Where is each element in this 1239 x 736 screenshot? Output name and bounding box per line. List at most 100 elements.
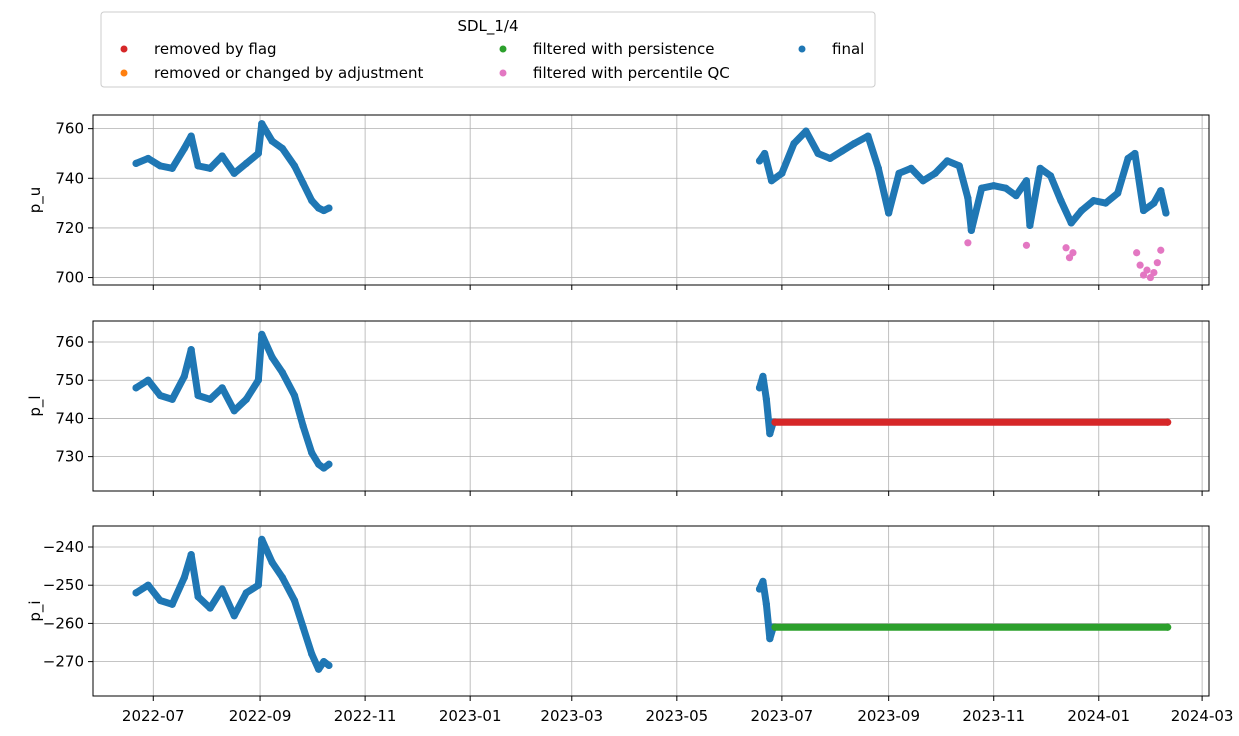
x-tick-label: 2023-11 xyxy=(962,707,1025,725)
data-point-final xyxy=(194,162,202,170)
data-point-final xyxy=(1157,187,1165,195)
data-point-final xyxy=(1124,154,1132,163)
legend-label-filtered-percentile: filtered with percentile QC xyxy=(533,64,730,82)
series-filtered-with-persistence xyxy=(771,623,1172,631)
series-final xyxy=(132,330,777,472)
data-point-final xyxy=(156,162,164,170)
data-point-final xyxy=(218,152,226,160)
data-point-final xyxy=(268,353,276,361)
legend-marker-removed-or-changed xyxy=(120,69,128,77)
data-point-final xyxy=(1139,206,1148,215)
data-point-final xyxy=(955,162,963,170)
data-point-final xyxy=(242,159,250,167)
data-point-final xyxy=(755,585,764,593)
data-point-final xyxy=(1162,209,1170,217)
data-point-final xyxy=(1022,177,1031,185)
data-point-final xyxy=(132,159,140,167)
data-point-final xyxy=(180,144,188,153)
data-point-final xyxy=(967,226,975,235)
data-point-final xyxy=(320,658,328,666)
data-point-final xyxy=(885,209,893,217)
data-point-final xyxy=(290,391,299,400)
data-point-final xyxy=(1150,199,1158,207)
data-point-final xyxy=(874,164,882,172)
data-point-final xyxy=(156,391,164,400)
data-point-final xyxy=(180,372,188,380)
data-point-final xyxy=(299,179,307,187)
data-point-final xyxy=(943,157,951,165)
data-point-final xyxy=(308,650,316,658)
data-point-removed-by-flag xyxy=(771,418,779,426)
data-point-final xyxy=(242,395,250,403)
data-point-filtered-with-persistence xyxy=(1164,623,1172,631)
data-point-final xyxy=(194,593,202,601)
plot-panels: 700720740760p_u730740750760p_l−270−260−2… xyxy=(26,114,1234,725)
panel-p-i: −270 −260 −250 −240 2022-07 2022-09 2022-11 202… xyxy=(26,525,1234,725)
data-point-final xyxy=(187,346,195,354)
data-point-final xyxy=(759,577,767,585)
series-line-final xyxy=(756,127,1170,234)
data-point-final xyxy=(1067,219,1075,227)
y-tick-label: −270 xyxy=(43,653,84,671)
data-point-final xyxy=(325,661,333,670)
panel-p-l: 730 740 750 760 p_l xyxy=(26,320,1210,496)
legend-entry-filtered-persistence: filtered with persistence xyxy=(499,40,714,58)
x-tick-label: 2023-07 xyxy=(751,707,814,725)
y-axis-label: p_u xyxy=(26,187,45,214)
y-tick-label: 730 xyxy=(55,448,84,466)
data-point-final xyxy=(187,132,195,140)
data-point-final xyxy=(278,573,287,582)
axes-frame xyxy=(92,114,1210,286)
data-point-final xyxy=(206,395,214,403)
legend-marker-final xyxy=(798,45,806,53)
x-tick-label: 2024-03 xyxy=(1171,707,1234,725)
y-tick-label: 760 xyxy=(55,120,84,138)
data-point-final xyxy=(826,154,834,163)
data-point-final xyxy=(156,596,164,605)
data-point-final xyxy=(850,139,858,148)
axes-frame xyxy=(92,320,1210,492)
data-point-filtered-with-persistence xyxy=(771,623,779,631)
data-point-final xyxy=(767,177,776,185)
series-removed-by-flag xyxy=(771,418,1172,426)
data-point-final xyxy=(242,589,250,597)
data-point-final xyxy=(762,600,770,608)
data-point-filtered-with-percentile-qc xyxy=(1133,249,1141,257)
data-point-final xyxy=(315,665,323,673)
series-filtered-with-percentile-qc xyxy=(964,239,1165,282)
data-point-final xyxy=(1102,199,1110,207)
data-point-final xyxy=(230,169,238,177)
data-point-final xyxy=(218,384,226,392)
data-point-final xyxy=(778,169,786,177)
data-point-final xyxy=(864,132,872,140)
y-tick-label: −250 xyxy=(43,576,84,594)
data-point-final xyxy=(258,120,266,128)
data-point-final xyxy=(838,147,846,155)
series-line-final xyxy=(132,330,333,472)
data-point-final xyxy=(1077,206,1086,215)
x-tick-label: 2022-09 xyxy=(229,707,292,725)
data-point-final xyxy=(206,604,214,612)
y-axis-label: p_i xyxy=(26,600,45,621)
legend-title: SDL_1/4 xyxy=(457,17,518,36)
data-point-final xyxy=(230,612,238,620)
x-tick-label: 2023-05 xyxy=(645,707,708,725)
x-tick-label: 2023-03 xyxy=(540,707,603,725)
legend-marker-filtered-percentile xyxy=(499,69,507,77)
data-point-final xyxy=(308,197,316,205)
data-point-final xyxy=(206,164,214,172)
y-tick-label: 740 xyxy=(55,409,84,427)
y-tick-label: −240 xyxy=(43,538,84,556)
data-point-final xyxy=(759,372,767,380)
data-point-filtered-with-percentile-qc xyxy=(1022,241,1031,249)
data-point-final xyxy=(230,407,238,415)
data-point-final xyxy=(761,149,769,158)
legend: SDL_1/4 removed by flag removed or chang… xyxy=(100,11,876,88)
data-point-final xyxy=(278,144,287,153)
data-point-final xyxy=(1012,192,1020,200)
y-tick-label: 720 xyxy=(55,219,84,237)
y-tick-label: −260 xyxy=(43,614,84,632)
data-point-final xyxy=(268,137,276,145)
data-point-removed-by-flag xyxy=(1164,418,1172,426)
